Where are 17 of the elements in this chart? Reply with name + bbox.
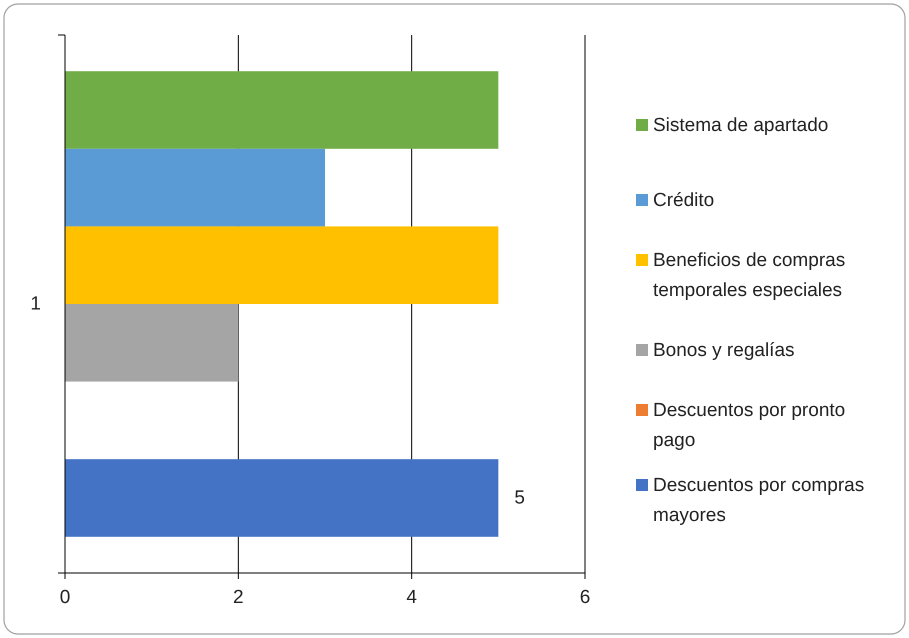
legend-label: Crédito [653,190,714,210]
x-tick-label: 6 [580,586,590,608]
legend-label: Descuentos por compras mayores [653,474,864,526]
legend-label: Beneficios de compras temporales especiales [653,250,846,300]
data-label: 5 [514,487,525,508]
legend-label: Sistema de apartado [653,114,828,136]
bar [65,304,238,382]
bar [65,459,498,537]
x-tick-label: 2 [233,586,244,608]
x-tick-label: 0 [60,586,70,608]
bar [65,71,498,149]
legend-label: Bonos y regalías [653,340,795,360]
bar [65,226,498,304]
bar [65,148,325,226]
x-tick-label: 4 [406,586,418,608]
legend-label: Descuentos por pronto pago [653,400,846,450]
y-tick-label: 1 [30,294,41,314]
